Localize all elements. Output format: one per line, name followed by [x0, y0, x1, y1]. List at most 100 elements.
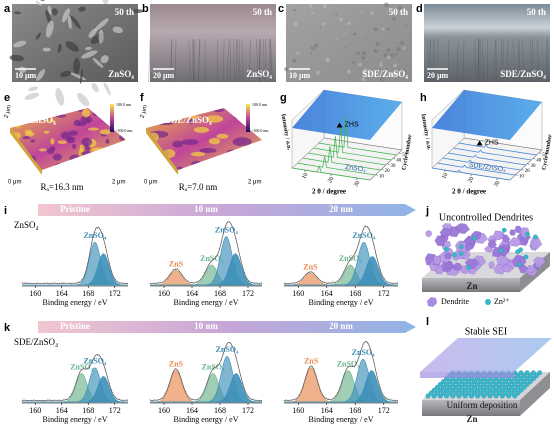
flake: [28, 86, 39, 92]
streak: [462, 39, 465, 83]
streak: [532, 39, 534, 83]
raw-point: [33, 399, 35, 401]
species-label: ZnSO₃: [70, 362, 93, 371]
raw-point: [258, 400, 260, 402]
intensity-top: [292, 90, 402, 140]
deposit-ion: [509, 384, 515, 390]
electrolyte-label: ZnSO₄: [14, 220, 39, 230]
flake: [35, 32, 41, 40]
raw-point: [191, 281, 193, 283]
colorbar-max: 100.0 nm: [252, 102, 268, 107]
grain: [319, 26, 322, 29]
grain: [356, 51, 360, 56]
species-label: ZnSO₄: [83, 357, 106, 366]
deposit-ion: [518, 376, 524, 382]
streak: [188, 39, 191, 83]
raw-point: [164, 279, 166, 281]
raw-point: [191, 398, 193, 400]
sei-front: [420, 372, 514, 378]
deposit-ion: [503, 390, 508, 396]
deposit-ion: [490, 379, 496, 384]
z-tick-label: 50: [402, 153, 408, 158]
roughness: Rₐ=7.0 nm: [179, 182, 218, 192]
raw-point: [311, 270, 313, 272]
grain: [383, 53, 388, 58]
species-label: ZnSO₄: [352, 231, 375, 240]
flake: [24, 92, 39, 100]
afm-base: [10, 128, 42, 175]
colorbar-min: -100.0 nm: [116, 128, 133, 133]
raw-point: [396, 282, 398, 284]
zhs-marker: [476, 140, 483, 146]
deposit-ion: [441, 384, 446, 390]
streak: [427, 39, 430, 83]
streak: [530, 39, 532, 83]
grain: [362, 68, 368, 73]
grain: [308, 4, 313, 8]
raw-point: [35, 283, 37, 285]
flake: [62, 8, 70, 23]
zinc-ion: [515, 249, 520, 255]
z-tick: [375, 174, 378, 176]
z-tick-label: 20: [385, 169, 391, 174]
x-tick-label: 164: [321, 406, 333, 415]
z-tick: [381, 168, 384, 171]
dendrite: [501, 264, 513, 273]
raw-point: [260, 400, 262, 402]
afm-feature: [181, 139, 199, 146]
grain: [284, 67, 289, 72]
scale-label: 10 μm: [289, 71, 311, 80]
deposit-ion: [506, 387, 512, 393]
deposit-ion: [478, 390, 484, 396]
stage-label: 20 nm: [329, 321, 353, 331]
streak: [256, 39, 259, 83]
raw-point: [49, 398, 51, 400]
raw-point: [153, 282, 155, 284]
flake: [98, 29, 104, 44]
x-tick-label: 168: [82, 406, 94, 415]
afm-feature: [245, 150, 250, 157]
raw-point: [388, 398, 390, 400]
raw-point: [332, 281, 334, 283]
deposit-ion: [459, 379, 465, 384]
afm-feature: [169, 108, 187, 114]
afm-feature: [105, 138, 110, 144]
legend-dendrite: [427, 297, 437, 307]
stage-label: Pristine: [60, 204, 90, 214]
colorbar: [110, 104, 114, 132]
peak-label: ZHS: [345, 121, 359, 128]
deposit-ion: [462, 381, 468, 387]
x-tick-label: 20: [327, 176, 335, 184]
grain: [390, 53, 395, 58]
streak: [506, 39, 509, 83]
afm-feature: [69, 154, 81, 162]
streak: [456, 39, 459, 83]
raw-point: [23, 281, 25, 283]
afm-feature: [190, 151, 206, 157]
raw-point: [189, 282, 191, 284]
afm-feature: [22, 136, 31, 140]
raw-point: [390, 398, 392, 400]
flake: [132, 9, 144, 14]
stage-label: 10 nm: [194, 321, 218, 331]
afm-feature: [92, 110, 100, 117]
z-tick-label: 30: [390, 164, 396, 169]
deposit-ion: [428, 390, 434, 396]
afm-feature: [242, 158, 259, 164]
raw-point: [364, 225, 366, 227]
deposit-ion: [472, 384, 477, 390]
stage-label: 10 nm: [194, 204, 218, 214]
afm-feature: [213, 108, 224, 113]
flake: [59, 70, 72, 78]
zinc-ion: [452, 252, 457, 258]
afm-feature: [66, 136, 76, 144]
grain: [393, 63, 398, 68]
afm-feature: [110, 149, 120, 158]
flake: [14, 11, 22, 15]
axis-y-end: 2 μm: [140, 104, 149, 119]
x-axis-label: Binding energy / eV: [174, 415, 239, 424]
grain: [310, 52, 313, 55]
deposit-ion: [450, 387, 456, 393]
deposit-ion: [478, 384, 484, 390]
dendrite: [502, 234, 511, 242]
